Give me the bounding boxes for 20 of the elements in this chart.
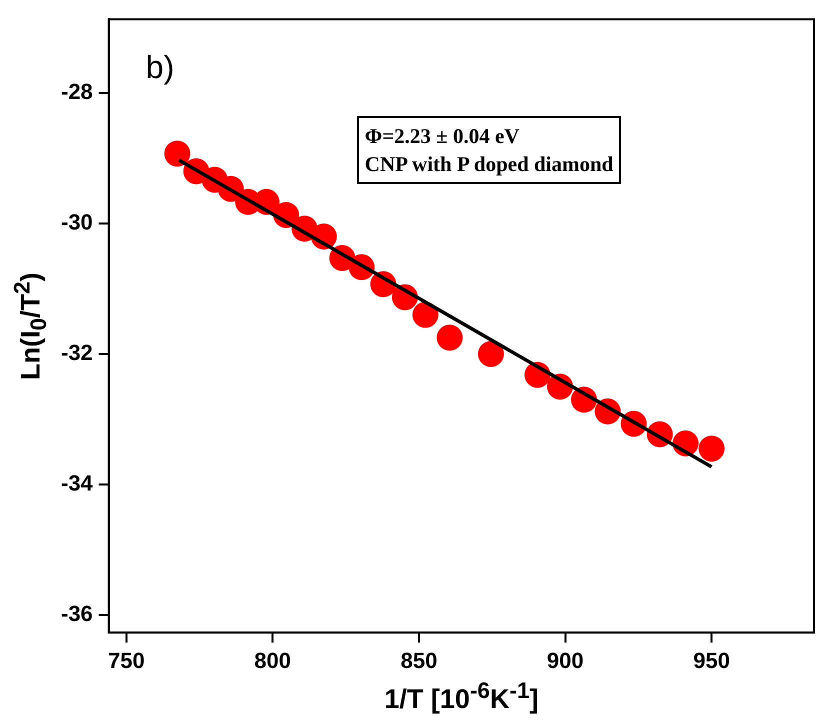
text-box: Φ=2.23 ± 0.04 eV CNP with P doped diamond [356, 116, 622, 184]
annotation: Φ=2.23 ± 0.04 eV [364, 123, 520, 150]
point [478, 340, 504, 367]
x-tick-label: 800 [254, 648, 292, 673]
x-axis-title: 1/T [10$^{-6}$K$^{-1}$] [384, 678, 538, 715]
point [164, 140, 190, 167]
annotation: CNP with P doped diamond [364, 151, 614, 178]
y-tick-label: -28 [61, 79, 93, 104]
y-tick-label: -36 [61, 601, 93, 626]
x-tick-label: 900 [546, 648, 584, 673]
x-tick-label: 950 [693, 648, 730, 673]
y-tick-label: -32 [61, 340, 93, 366]
annotation: b) [146, 49, 174, 86]
x-tick-label: 750 [108, 648, 145, 673]
x-tick-label: 850 [400, 648, 438, 673]
y-tick-label: -34 [61, 470, 94, 496]
y-tick-label: -30 [61, 210, 93, 235]
point [698, 436, 725, 462]
point [412, 302, 438, 328]
point [436, 324, 463, 351]
